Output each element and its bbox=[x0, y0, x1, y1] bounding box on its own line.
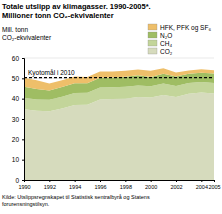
tick-label: 1990 bbox=[18, 184, 30, 190]
tick-mark bbox=[22, 99, 24, 100]
legend-swatch bbox=[148, 24, 157, 30]
tick-mark bbox=[75, 180, 76, 182]
y-axis: 0 10 20 30 40 50 60 bbox=[12, 55, 25, 184]
tick-mark bbox=[22, 160, 24, 161]
tick-label: 1998 bbox=[120, 184, 132, 190]
tick-label: 10 bbox=[12, 156, 20, 163]
tick-mark bbox=[22, 78, 24, 79]
tick: 2005 bbox=[208, 180, 220, 190]
tick-label: 2005 bbox=[208, 184, 220, 190]
tick-mark bbox=[125, 180, 126, 182]
annotation: Kyotomål i 2010 bbox=[28, 69, 75, 77]
tick: 30 bbox=[12, 116, 24, 123]
tick-label: 1992 bbox=[44, 184, 56, 190]
tick-mark bbox=[176, 180, 177, 182]
tick: 0 bbox=[15, 177, 24, 184]
tick-mark bbox=[22, 119, 24, 120]
tick: 20 bbox=[12, 136, 24, 143]
legend-label: N₂O bbox=[160, 32, 172, 39]
grid bbox=[24, 58, 214, 180]
legend-label: CO₂ bbox=[160, 48, 173, 55]
source: Kilde: Utslippsregnskapet til Statistisk… bbox=[2, 194, 150, 200]
grid-line bbox=[24, 58, 214, 59]
tick: 1992 bbox=[44, 180, 56, 190]
tick: 1996 bbox=[94, 180, 106, 190]
tick-label: 2004 bbox=[196, 184, 208, 190]
x-axis: 1990 1992 1994 1996 1998 2000 2002 20042005 bbox=[18, 180, 220, 190]
tick-mark bbox=[151, 180, 152, 182]
tick-mark bbox=[22, 180, 24, 181]
tick: 60 bbox=[12, 55, 24, 62]
legend-swatch bbox=[148, 40, 157, 46]
tick-label: 0 bbox=[15, 177, 19, 184]
title: Totale utslipp av klimagasser. 1990-2005… bbox=[2, 2, 151, 11]
legend-label: HFK, PFK og SF₆ bbox=[160, 24, 211, 32]
tick-mark bbox=[100, 180, 101, 182]
tick-mark bbox=[214, 180, 215, 182]
axis-line bbox=[25, 181, 215, 183]
legend-swatch bbox=[148, 32, 157, 38]
y-axis-title: CO₂-ekvivalenter bbox=[2, 34, 52, 41]
tick: 2002 bbox=[170, 180, 182, 190]
tick: 2004 bbox=[196, 180, 208, 190]
chart: Totale utslipp av klimagasser. 1990-2005… bbox=[0, 0, 222, 214]
tick: 10 bbox=[12, 156, 24, 163]
tick-label: 1996 bbox=[94, 184, 106, 190]
tick-mark bbox=[49, 180, 50, 182]
tick: 1994 bbox=[69, 180, 81, 190]
tick: 1998 bbox=[120, 180, 132, 190]
legend: HFK, PFK og SF₆N₂OCH₄CO₂ bbox=[148, 24, 211, 55]
tick-label: 50 bbox=[12, 75, 20, 82]
tick: 50 bbox=[12, 75, 24, 82]
plot-area bbox=[24, 68, 214, 180]
axis-line bbox=[22, 59, 25, 181]
tick-label: 2002 bbox=[170, 184, 182, 190]
tick: 2000 bbox=[145, 180, 157, 190]
reference-line bbox=[24, 77, 214, 78]
tick-label: 20 bbox=[12, 136, 20, 143]
tick-label: 30 bbox=[12, 116, 20, 123]
legend-swatch bbox=[148, 48, 157, 54]
legend-label: CH₄ bbox=[160, 40, 172, 47]
title: Millioner tonn CO₂-ekvivalenter bbox=[2, 11, 114, 20]
tick-mark bbox=[22, 58, 24, 59]
tick-mark bbox=[22, 139, 24, 140]
area bbox=[24, 68, 214, 90]
source: forurensningstilsyn. bbox=[2, 201, 50, 207]
y-axis-title: Mill. tonn bbox=[2, 26, 28, 33]
tick-label: 40 bbox=[12, 95, 20, 102]
tick: 40 bbox=[12, 95, 24, 102]
tick-label: 2000 bbox=[145, 184, 157, 190]
tick-label: 60 bbox=[12, 55, 20, 62]
tick-mark bbox=[201, 180, 202, 182]
tick: 1990 bbox=[18, 180, 30, 190]
tick-label: 1994 bbox=[69, 184, 81, 190]
tick-mark bbox=[24, 180, 25, 182]
